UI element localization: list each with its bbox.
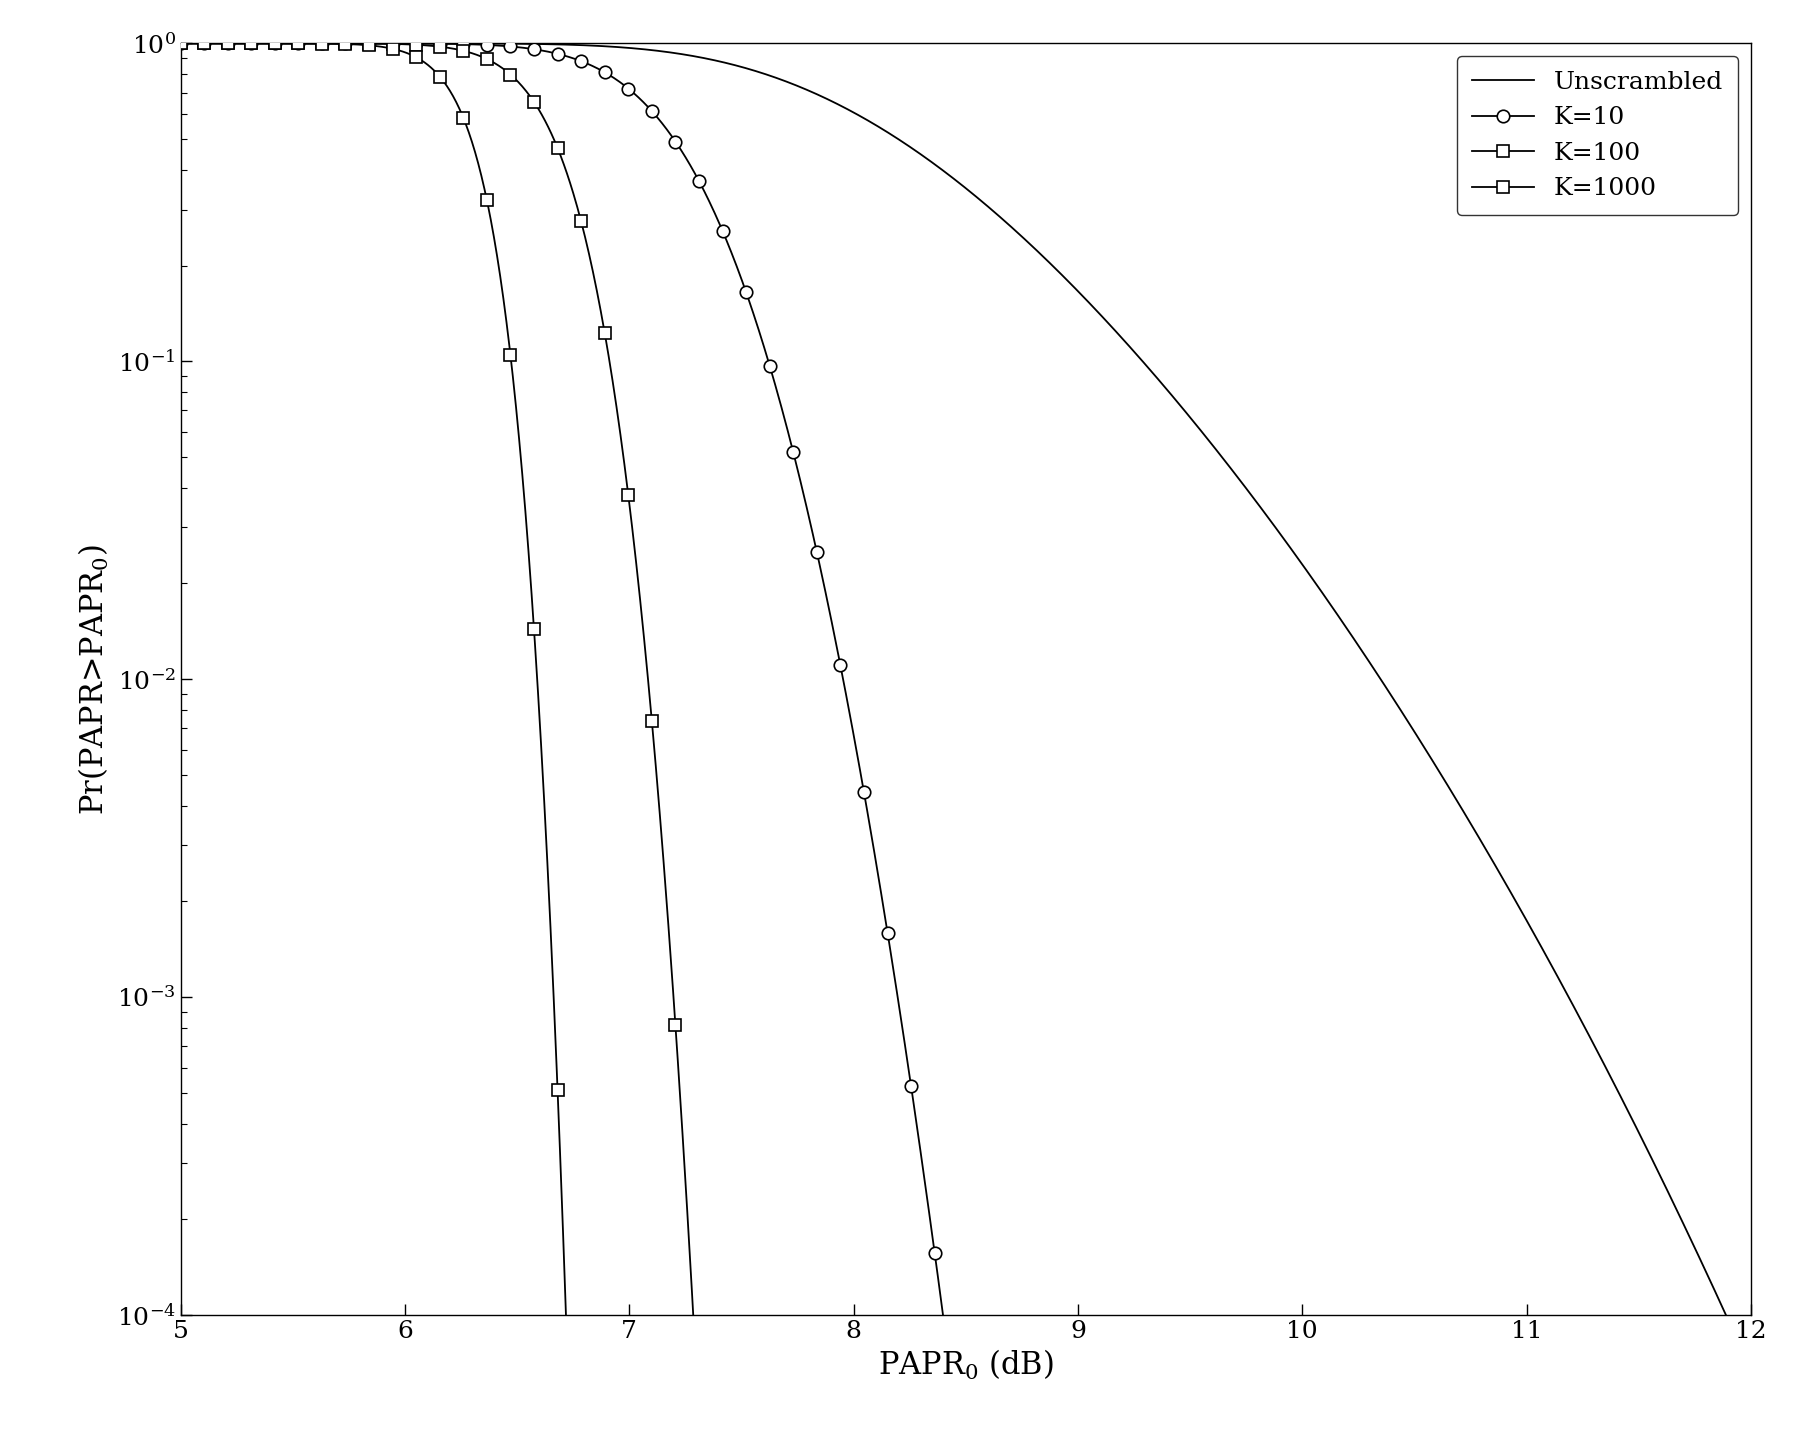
K=10 [641,103,662,120]
K=100 [406,36,428,53]
K=1000 [240,35,262,52]
K=10 [547,45,569,62]
Line: K=100: K=100 [175,38,680,1030]
K=100 [170,35,191,52]
K=1000 [264,35,285,52]
K=100 [523,94,545,111]
K=100 [664,1016,686,1033]
Unscrambled [1693,1260,1715,1277]
K=100 [617,487,639,504]
Unscrambled [1695,1261,1717,1279]
K=10 [334,35,356,52]
K=10 [500,38,522,55]
K=1000 [453,110,475,127]
K=100 [641,712,662,730]
K=10 [807,543,828,561]
Unscrambled [249,35,271,52]
K=1000 [193,35,215,52]
K=100 [570,212,592,230]
Unscrambled [1406,727,1428,744]
K=1000 [357,36,379,53]
K=10 [664,133,686,150]
K=10 [170,35,191,52]
K=10 [357,35,379,52]
K=1000 [334,35,356,52]
Unscrambled [1740,1361,1762,1379]
X-axis label: PAPR$_0$ (dB): PAPR$_0$ (dB) [877,1348,1054,1383]
K=10 [901,1078,922,1095]
K=100 [383,35,404,52]
Unscrambled [933,163,955,181]
K=10 [688,172,709,189]
K=1000 [547,1081,569,1098]
K=100 [287,35,309,52]
K=1000 [310,35,332,52]
K=1000 [170,35,191,52]
K=10 [287,35,309,52]
K=1000 [430,68,451,85]
K=10 [594,64,616,81]
K=100 [453,42,475,59]
K=10 [570,52,592,69]
K=100 [547,139,569,156]
K=100 [477,51,498,68]
K=100 [500,66,522,84]
K=10 [877,923,899,941]
Y-axis label: Pr(PAPR>PAPR$_0$): Pr(PAPR>PAPR$_0$) [78,543,112,815]
K=10 [310,35,332,52]
K=100 [310,35,332,52]
K=10 [193,35,215,52]
K=10 [383,35,404,52]
K=1000 [217,35,238,52]
Unscrambled [170,35,191,52]
K=100 [334,35,356,52]
K=10 [711,223,733,240]
K=100 [217,35,238,52]
K=10 [217,35,238,52]
K=10 [477,36,498,53]
K=10 [453,36,475,53]
K=1000 [477,192,498,210]
K=10 [758,357,780,374]
Line: Unscrambled: Unscrambled [180,43,1751,1370]
Line: K=10: K=10 [175,38,940,1259]
K=10 [854,783,875,801]
K=1000 [523,621,545,639]
K=100 [193,35,215,52]
K=100 [357,35,379,52]
K=10 [924,1244,946,1261]
K=10 [735,283,756,301]
K=100 [240,35,262,52]
K=10 [830,656,852,673]
Line: K=1000: K=1000 [175,38,563,1095]
K=10 [430,35,451,52]
K=10 [617,79,639,97]
Unscrambled [892,133,913,150]
K=1000 [287,35,309,52]
K=1000 [383,40,404,58]
K=100 [430,38,451,55]
K=10 [523,40,545,58]
K=10 [782,444,803,461]
K=1000 [406,49,428,66]
K=1000 [500,347,522,364]
K=10 [264,35,285,52]
K=100 [594,324,616,341]
Legend: Unscrambled, K=10, K=100, K=1000: Unscrambled, K=10, K=100, K=1000 [1457,56,1738,215]
K=100 [264,35,285,52]
K=10 [406,35,428,52]
K=10 [240,35,262,52]
